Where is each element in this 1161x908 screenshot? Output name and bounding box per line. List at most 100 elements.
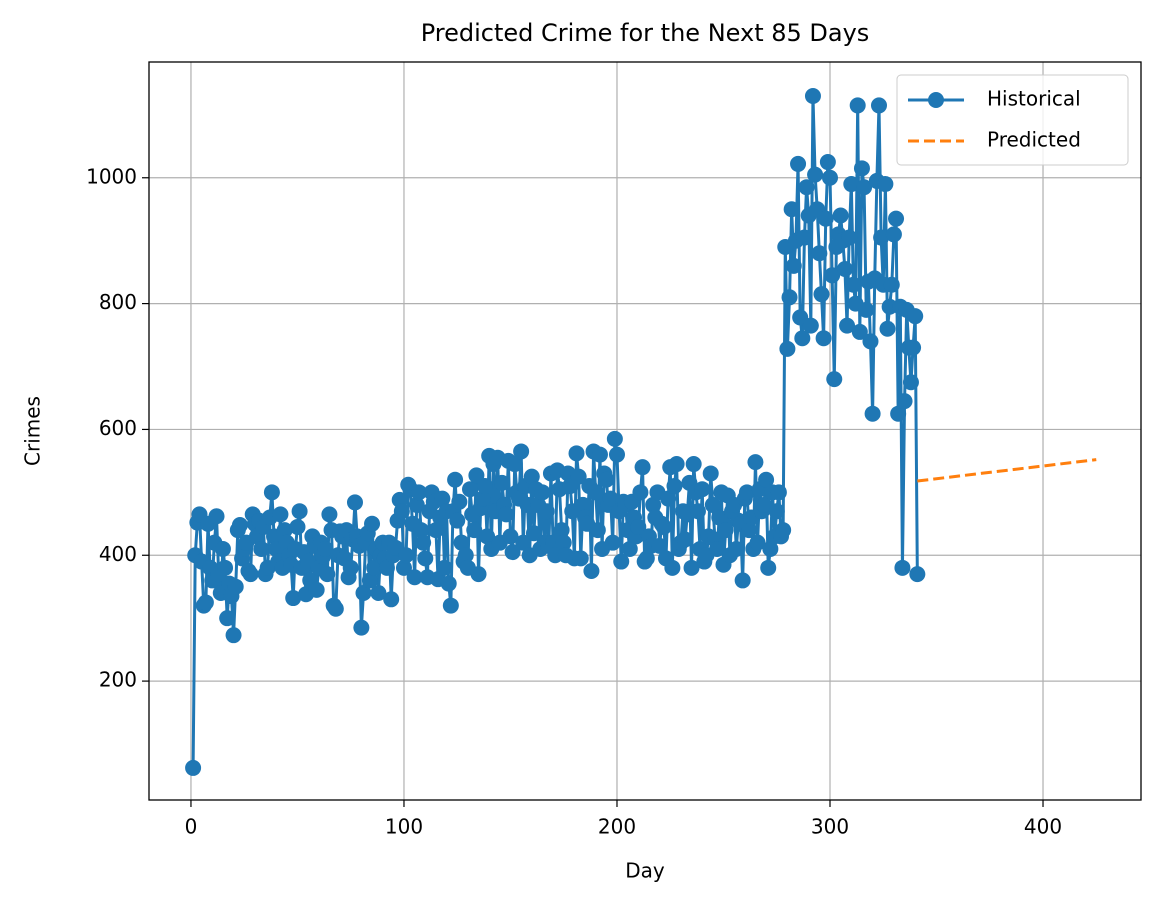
data-point [655, 518, 672, 535]
data-point [796, 229, 813, 246]
data-point [364, 515, 381, 532]
data-point [434, 490, 451, 507]
data-point [272, 506, 289, 523]
data-point [738, 484, 755, 501]
data-point [890, 405, 907, 422]
data-point [555, 534, 572, 551]
legend-label: Historical [987, 87, 1081, 111]
data-point [883, 276, 900, 293]
data-point [779, 340, 796, 357]
y-tick-label: 1000 [86, 164, 137, 188]
data-point [470, 566, 487, 583]
data-point [762, 540, 779, 557]
data-point [666, 478, 683, 495]
data-point [807, 166, 824, 183]
y-tick-label: 800 [99, 290, 137, 314]
data-point [219, 610, 236, 627]
data-point [227, 578, 244, 595]
data-point [263, 484, 280, 501]
data-point [408, 496, 425, 513]
data-point [447, 471, 464, 488]
data-point [822, 169, 839, 186]
data-point [613, 553, 630, 570]
plot-area [185, 87, 1097, 776]
data-point [832, 207, 849, 224]
data-point [645, 496, 662, 513]
data-point [606, 430, 623, 447]
data-point [355, 585, 372, 602]
data-point [817, 210, 834, 227]
x-axis-label: Day [625, 859, 665, 883]
data-point [538, 503, 555, 520]
data-point [677, 531, 694, 548]
data-point [231, 517, 248, 534]
data-point [660, 490, 677, 507]
data-point [841, 229, 858, 246]
data-point [694, 481, 711, 498]
data-point [515, 534, 532, 551]
data-point [598, 471, 615, 488]
data-point [608, 446, 625, 463]
data-point [570, 468, 587, 485]
data-point [909, 566, 926, 583]
data-point [498, 506, 515, 523]
data-point [864, 405, 881, 422]
data-point [479, 528, 496, 545]
x-tick-label: 200 [598, 815, 636, 839]
y-tick-label: 400 [99, 542, 137, 566]
y-tick-label: 200 [99, 668, 137, 692]
data-point [689, 503, 706, 520]
data-point [798, 179, 815, 196]
data-point [862, 333, 879, 350]
axes-frame [148, 61, 1142, 801]
data-point [242, 566, 259, 583]
data-point [291, 503, 308, 520]
data-point [851, 323, 868, 340]
data-point [466, 522, 483, 539]
data-point [440, 575, 457, 592]
data-point [493, 474, 510, 491]
data-point [902, 374, 919, 391]
data-point [574, 496, 591, 513]
data-point [632, 484, 649, 501]
legend-box [896, 74, 1129, 166]
data-point [813, 286, 830, 303]
data-point [410, 484, 427, 501]
data-point [442, 597, 459, 614]
data-point [553, 522, 570, 539]
data-point [474, 490, 491, 507]
data-point [534, 484, 551, 501]
data-point [794, 330, 811, 347]
data-point [815, 330, 832, 347]
data-point [502, 528, 519, 545]
data-point [768, 503, 785, 520]
y-axis-label: Crimes [21, 396, 45, 466]
y-tick-label: 600 [99, 416, 137, 440]
data-point [905, 339, 922, 356]
data-point [843, 176, 860, 193]
data-point [785, 257, 802, 274]
legend-marker [928, 92, 944, 108]
data-point [802, 317, 819, 334]
x-tick-label: 100 [385, 815, 423, 839]
data-point [276, 522, 293, 539]
data-point [217, 559, 234, 576]
data-point [406, 569, 423, 586]
data-point [589, 522, 606, 539]
data-point [734, 572, 751, 589]
x-tick-label: 400 [1024, 815, 1062, 839]
data-point [896, 393, 913, 410]
data-point [804, 87, 821, 104]
data-point [393, 503, 410, 520]
data-point [749, 534, 766, 551]
data-point [308, 581, 325, 598]
legend-label: Predicted [987, 128, 1081, 152]
data-point [504, 544, 521, 561]
data-point [858, 301, 875, 318]
data-point [185, 759, 202, 776]
data-point [741, 522, 758, 539]
data-point [630, 518, 647, 535]
data-point [638, 550, 655, 567]
data-point [651, 537, 668, 554]
